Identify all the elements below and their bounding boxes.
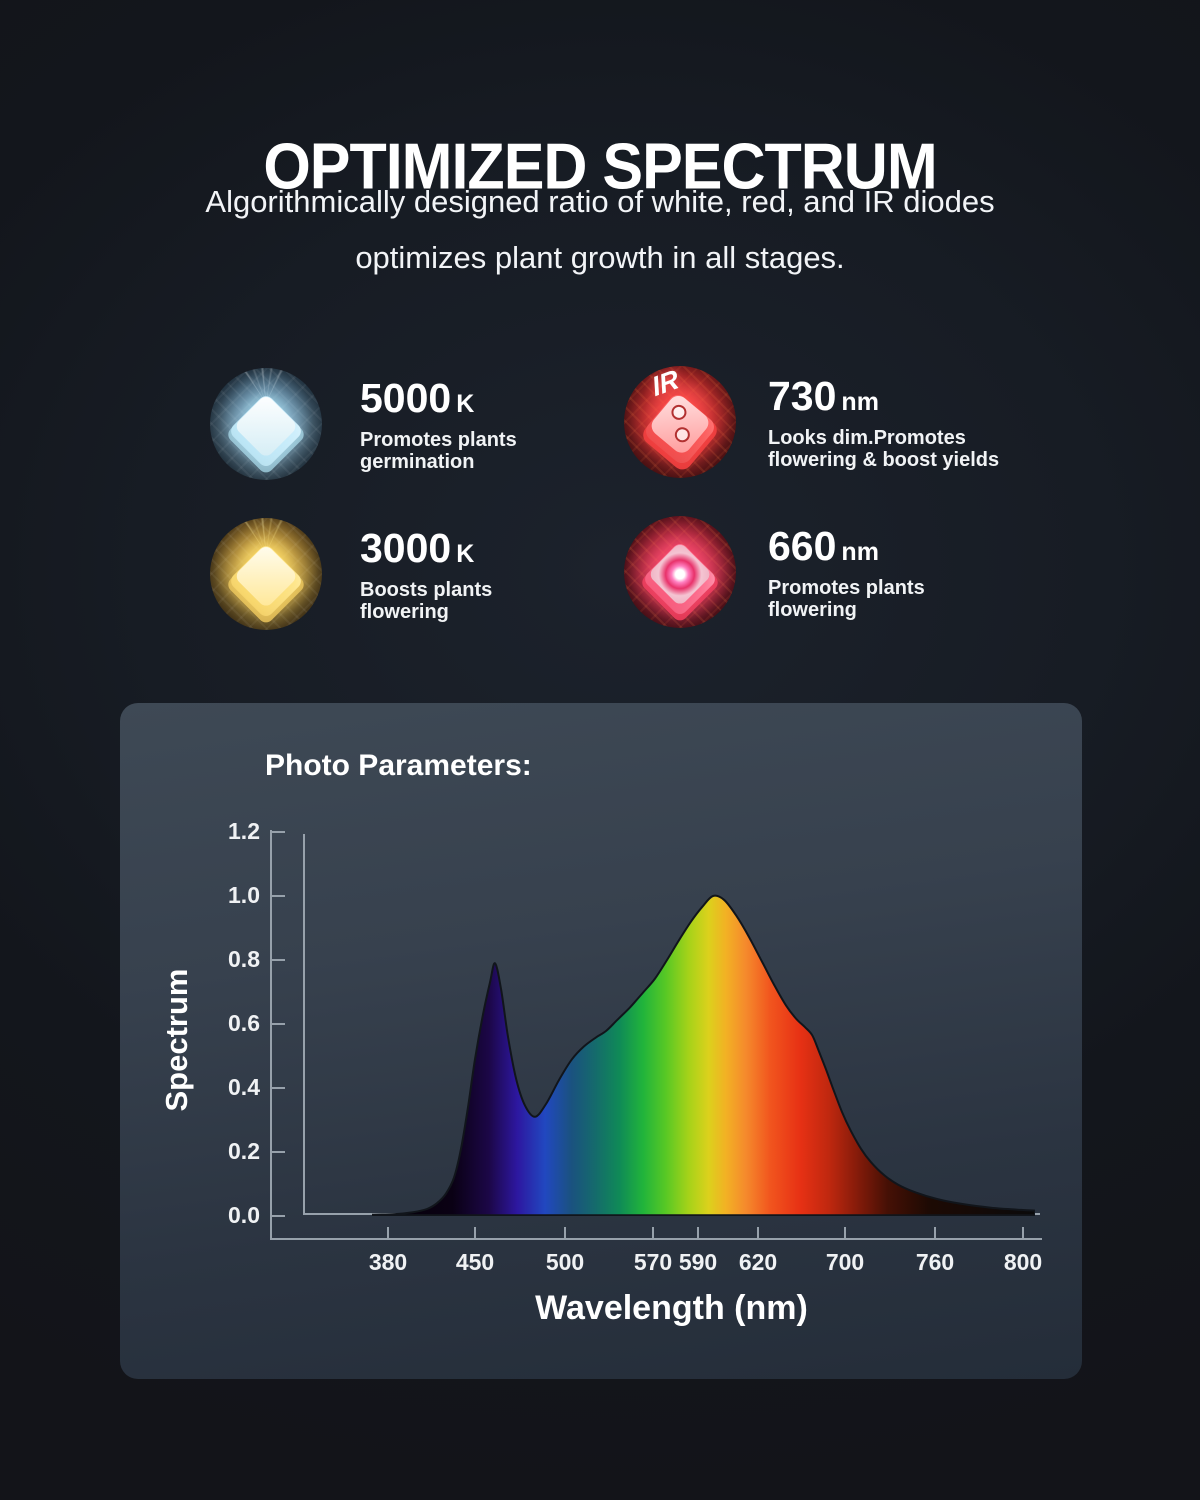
x-axis-label: Wavelength (nm) xyxy=(535,1289,808,1327)
y-tick xyxy=(272,831,285,833)
y-tick-label: 0.8 xyxy=(228,946,260,972)
y-tick xyxy=(272,1151,285,1153)
y-tick-label: 0.6 xyxy=(228,1010,260,1036)
feature-730nm: 730 nm Looks dim.Promotes flowering & boo… xyxy=(768,374,999,471)
x-tick xyxy=(474,1227,476,1238)
spectrum-chart: Spectrum Wavelength (nm) 1.2 1.0 0.8 0.6 0.4… xyxy=(120,703,1082,1379)
x-tick-label: 570 xyxy=(633,1249,673,1275)
feature-3000k: 3000 K Boosts plants flowering xyxy=(360,526,492,623)
page-subtitle: Algorithmically designed ratio of white,… xyxy=(0,174,1200,286)
feature-5000k-value: 5000 K xyxy=(360,375,475,421)
spectrum-area xyxy=(372,894,1035,1216)
x-tick xyxy=(387,1227,389,1238)
feature-730nm-value: 730 nm xyxy=(768,373,879,419)
spectrum-curve xyxy=(372,894,1035,1216)
y-tick-label: 0.4 xyxy=(228,1074,260,1100)
x-tick-label: 380 xyxy=(368,1249,408,1275)
feature-660nm-description: Promotes plants flowering xyxy=(768,577,925,621)
red-led-chip-icon xyxy=(624,516,736,628)
white-led-chip-icon xyxy=(210,368,322,480)
feature-660nm: 660 nm Promotes plants flowering xyxy=(768,524,925,621)
x-tick-label: 620 xyxy=(738,1249,778,1275)
x-axis-line xyxy=(270,1238,1042,1240)
feature-3000k-value: 3000 K xyxy=(360,525,475,571)
y-tick xyxy=(272,1023,285,1025)
plot-left-spine xyxy=(303,834,305,1215)
y-axis-line xyxy=(270,830,272,1240)
x-tick xyxy=(1022,1227,1024,1238)
y-tick xyxy=(272,1215,285,1217)
page-title: OPTIMIZED SPECTRUM xyxy=(263,129,937,202)
photo-parameters-panel: Photo Parameters: Spectrum Wavelength (n… xyxy=(120,703,1082,1379)
x-tick xyxy=(844,1227,846,1238)
x-tick xyxy=(934,1227,936,1238)
x-tick-label: 760 xyxy=(915,1249,955,1275)
x-tick xyxy=(564,1227,566,1238)
feature-5000k-description: Promotes plants germination xyxy=(360,429,517,473)
warm-led-chip-icon xyxy=(210,518,322,630)
feature-5000k: 5000 K Promotes plants germination xyxy=(360,376,517,473)
y-tick-label: 0.2 xyxy=(228,1138,260,1164)
y-tick-label: 0.0 xyxy=(228,1202,260,1228)
x-tick-label: 800 xyxy=(1003,1249,1043,1275)
x-tick xyxy=(652,1227,654,1238)
y-tick xyxy=(272,1087,285,1089)
y-tick xyxy=(272,895,285,897)
subtitle-line-1: Algorithmically designed ratio of white,… xyxy=(205,184,995,219)
feature-3000k-description: Boosts plants flowering xyxy=(360,579,493,623)
chart-title: Photo Parameters: xyxy=(265,749,532,782)
x-tick xyxy=(697,1227,699,1238)
ir-led-chip-icon: IR xyxy=(624,366,736,478)
feature-730nm-description: Looks dim.Promotes flowering & boost yie… xyxy=(768,427,1000,471)
x-tick-label: 700 xyxy=(825,1249,865,1275)
subtitle-line-2: optimizes plant growth in all stages. xyxy=(355,240,845,275)
y-tick xyxy=(272,959,285,961)
y-tick-label: 1.0 xyxy=(228,882,260,908)
x-tick-label: 450 xyxy=(455,1249,495,1275)
feature-660nm-value: 660 nm xyxy=(768,523,879,569)
x-tick-label: 590 xyxy=(678,1249,718,1275)
x-tick xyxy=(757,1227,759,1238)
x-tick-label: 500 xyxy=(545,1249,585,1275)
y-tick-label: 1.2 xyxy=(228,818,260,844)
